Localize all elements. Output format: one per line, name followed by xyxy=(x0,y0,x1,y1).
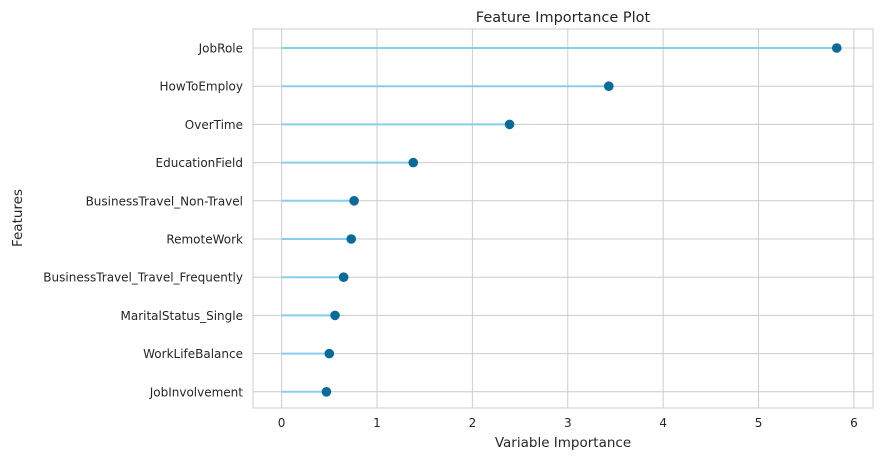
importance-point xyxy=(504,119,515,130)
x-tick-label: 3 xyxy=(564,416,572,430)
x-tick-label: 1 xyxy=(373,416,381,430)
y-tick-label: RemoteWork xyxy=(166,233,243,247)
y-tick-label: WorkLifeBalance xyxy=(143,347,243,361)
y-tick-label: BusinessTravel_Travel_Frequently xyxy=(43,271,243,285)
importance-point xyxy=(324,348,335,359)
y-tick-label: OverTime xyxy=(185,118,243,132)
importance-point xyxy=(346,234,357,244)
importance-point xyxy=(330,310,340,321)
y-tick-label: MaritalStatus_Single xyxy=(121,309,244,323)
x-tick-label: 0 xyxy=(278,416,286,430)
y-axis-title: Features xyxy=(10,189,26,247)
y-tick-labels: JobRole HowToEmploy OverTime EducationField… xyxy=(43,42,243,400)
importance-point xyxy=(831,43,842,53)
x-tick-label: 4 xyxy=(659,416,667,430)
y-tick-label: EducationField xyxy=(156,156,243,170)
importance-point xyxy=(408,157,419,168)
y-tick-label: JobRole xyxy=(198,42,243,56)
x-tick-label: 5 xyxy=(755,416,763,430)
importance-point xyxy=(338,272,349,283)
plot-area-border xyxy=(252,28,874,409)
x-tick-label: 2 xyxy=(469,416,477,430)
x-tick-label: 6 xyxy=(850,416,858,430)
x-tick-labels: 0 1 2 3 4 5 6 xyxy=(278,416,858,430)
y-tick-label: HowToEmploy xyxy=(160,80,243,94)
y-tick-label: JobInvolvement xyxy=(149,385,244,399)
x-axis-title: Variable Importance xyxy=(495,435,631,451)
importance-point xyxy=(349,196,359,206)
chart-title: Feature Importance Plot xyxy=(476,10,651,26)
data-marks xyxy=(281,43,842,397)
y-tick-label: BusinessTravel_Non-Travel xyxy=(86,194,243,208)
importance-point xyxy=(321,387,332,397)
importance-point xyxy=(603,81,614,91)
